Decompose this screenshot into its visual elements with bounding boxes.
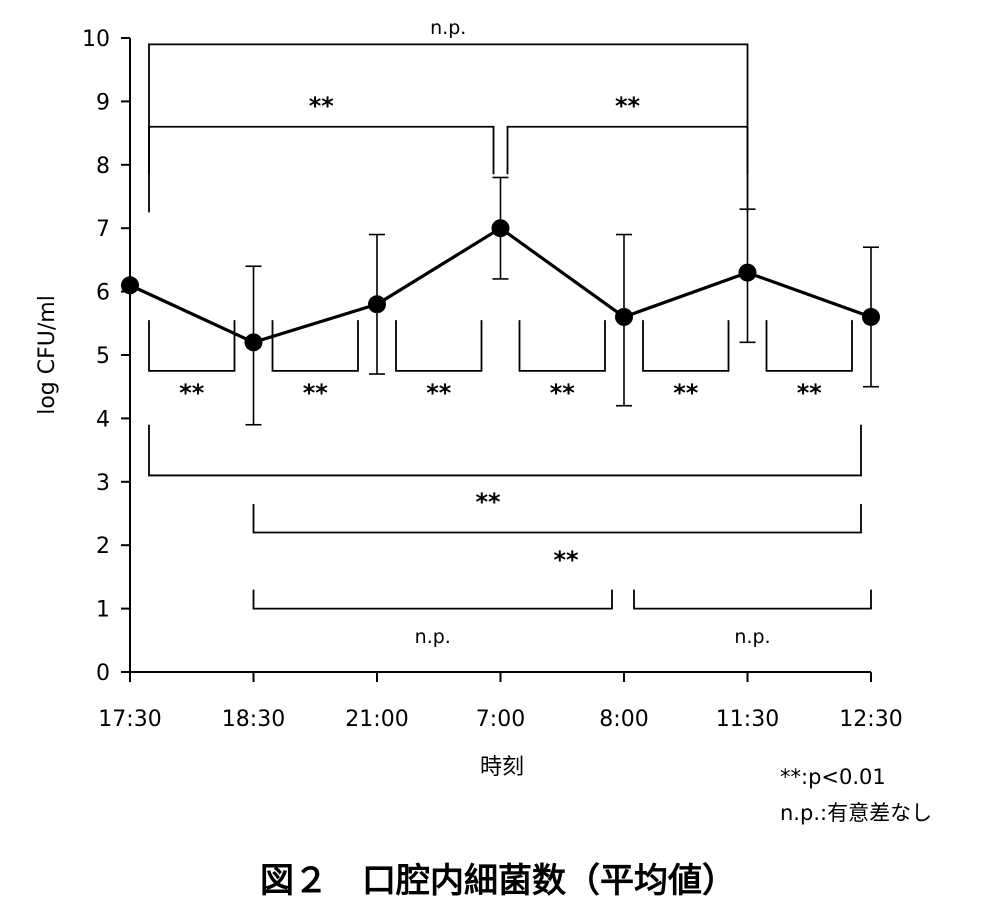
- legend-no-difference: n.p.:有意差なし: [780, 801, 932, 825]
- data-point: [738, 263, 757, 282]
- y-tick-label: 5: [96, 344, 110, 369]
- x-tick-label: 7:00: [476, 707, 525, 732]
- x-tick-label: 18:30: [222, 707, 285, 732]
- y-tick-label: 1: [96, 598, 110, 623]
- y-tick-label: 0: [96, 661, 110, 686]
- significance-bracket: [148, 424, 862, 477]
- significance-label: **: [303, 379, 329, 407]
- significance-label: **: [550, 379, 576, 407]
- y-tick-label: 4: [96, 407, 110, 432]
- significance-bracket: [148, 125, 495, 175]
- extra-significance-label: **: [553, 546, 579, 574]
- significance-label: **: [179, 379, 205, 407]
- significance-label: n.p.: [430, 17, 466, 39]
- significance-bracket: [633, 589, 872, 610]
- y-tick-label: 3: [96, 471, 110, 496]
- x-axis-title: 時刻: [480, 755, 524, 780]
- y-tick-label: 8: [96, 154, 110, 179]
- legend-significance: **:p<0.01: [780, 765, 886, 789]
- x-tick-label: 8:00: [599, 707, 648, 732]
- significance-label: **: [615, 92, 641, 120]
- x-tick-label: 21:00: [345, 707, 408, 732]
- significance-bracket: [252, 503, 862, 534]
- y-tick-label: 9: [96, 90, 110, 115]
- x-tick-label: 17:30: [98, 707, 161, 732]
- significance-bracket: [252, 589, 613, 610]
- y-tick-label: 7: [96, 217, 110, 242]
- data-series: [121, 219, 880, 352]
- data-point: [615, 307, 633, 326]
- figure-caption: 図２ 口腔内細菌数（平均値）: [260, 861, 736, 901]
- significance-bracket: [395, 320, 483, 372]
- significance-label: **: [673, 379, 699, 407]
- data-point: [862, 307, 880, 326]
- significance-label: n.p.: [734, 626, 770, 648]
- y-axis-title: log CFU/ml: [35, 295, 60, 415]
- significance-brackets: n.p. ** ** ** ** ** ** ** ** ** n.p. n.p.: [148, 17, 872, 648]
- data-point: [491, 219, 510, 238]
- x-tick-label: 12:30: [839, 707, 902, 732]
- data-point: [121, 276, 139, 295]
- x-ticks: 17:30 18:30 21:00 7:00 8:00 11:30 12:30: [98, 672, 903, 732]
- significance-bracket: [765, 320, 853, 372]
- significance-label: **: [475, 488, 501, 516]
- significance-label: **: [426, 379, 452, 407]
- data-point: [244, 333, 263, 352]
- y-tick-label: 2: [96, 534, 110, 559]
- significance-bracket: [148, 320, 236, 372]
- data-point: [368, 295, 386, 314]
- significance-label: **: [309, 92, 335, 120]
- significance-bracket: [506, 125, 749, 175]
- significance-bracket: [518, 320, 606, 372]
- x-tick-label: 11:30: [716, 707, 779, 732]
- significance-bracket: [642, 320, 730, 372]
- significance-bracket: [148, 43, 749, 213]
- y-tick-label: 6: [96, 281, 110, 306]
- axes: [129, 38, 871, 673]
- significance-bracket: [271, 320, 359, 372]
- significance-label: n.p.: [415, 626, 451, 648]
- y-ticks: 0 1 2 3 4 5 6 7 8 9 10: [82, 27, 130, 686]
- significance-label: **: [797, 379, 823, 407]
- y-tick-label: 10: [82, 27, 110, 52]
